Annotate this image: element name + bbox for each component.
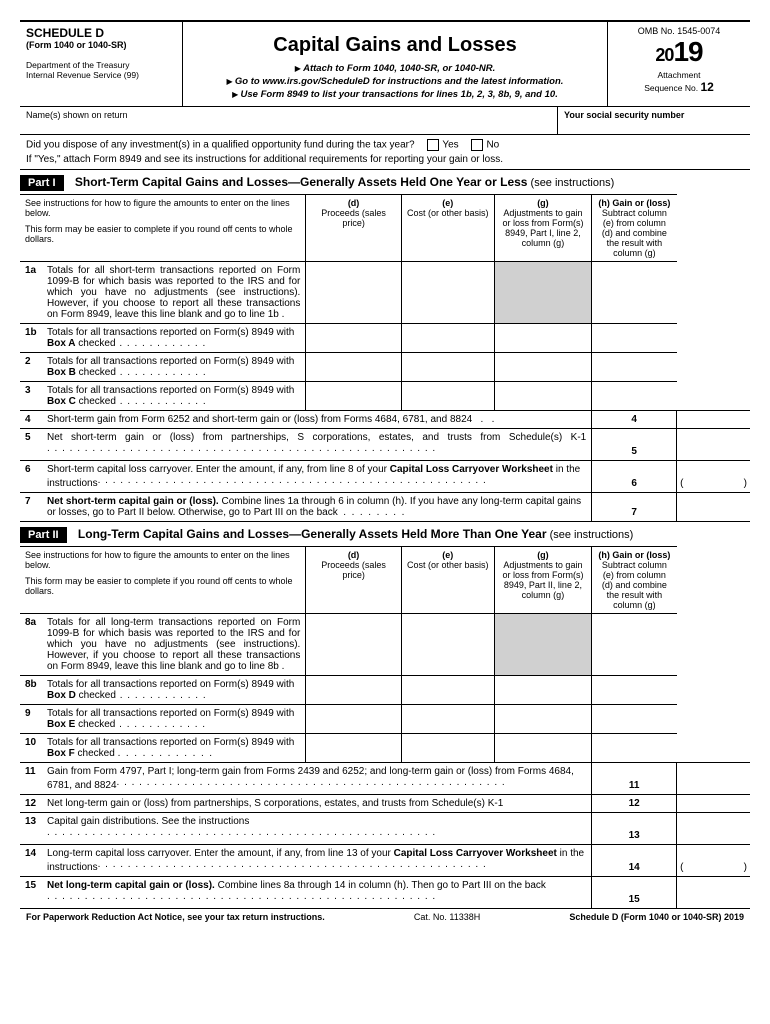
omb-number: OMB No. 1545-0074 [614,26,744,36]
part-1-table: See instructions for how to figure the a… [20,194,750,522]
line-15: 15Net long-term capital gain or (loss). … [20,877,750,909]
line-1a-h[interactable] [592,262,677,324]
no-label: No [486,140,499,151]
schedule-label: SCHEDULE D [26,26,176,40]
form-header: SCHEDULE D (Form 1040 or 1040-SR) Depart… [20,20,750,107]
line-4-amount[interactable] [677,411,750,429]
schedule-d-form: SCHEDULE D (Form 1040 or 1040-SR) Depart… [20,20,750,925]
question-text: Did you dispose of any investment(s) in … [26,140,415,151]
line-15-amount[interactable] [677,877,750,909]
line-5: 5Net short-term gain or (loss) from part… [20,429,750,461]
name-ssn-row: Name(s) shown on return Your social secu… [20,107,750,135]
line-3: 3Totals for all transactions reported on… [20,382,750,411]
line-11: 11Gain from Form 4797, Part I; long-term… [20,763,750,795]
instruction-url: Go to www.irs.gov/ScheduleD for instruct… [189,76,601,87]
part-2-header: Part II Long-Term Capital Gains and Loss… [20,522,750,546]
part-2-note: (see instructions) [547,529,634,541]
col-intro: See instructions for how to figure the a… [20,195,306,262]
line-11-amount[interactable] [677,763,750,795]
question-instruction: If "Yes," attach Form 8949 and see its i… [26,154,744,165]
instruction-attach: Attach to Form 1040, 1040-SR, or 1040-NR… [189,63,601,74]
col-g-header: (g)Adjustments to gain or loss from Form… [494,195,592,262]
line-10: 10Totals for all transactions reported o… [20,734,750,763]
part-1-note: (see instructions) [527,177,614,189]
footer-form-id: Schedule D (Form 1040 or 1040-SR) 2019 [569,912,744,922]
line-13: 13Capital gain distributions. See the in… [20,813,750,845]
checkbox-no[interactable] [471,139,483,151]
line-1a-d[interactable] [306,262,401,324]
footer-notice: For Paperwork Reduction Act Notice, see … [26,912,325,922]
tax-year: 2019 [614,36,744,68]
line-1a-e[interactable] [401,262,494,324]
part-1-header: Part I Short-Term Capital Gains and Loss… [20,170,750,194]
line-7: 7Net short-term capital gain or (loss). … [20,493,750,522]
col-d-header: (d)Proceeds (sales price) [306,195,401,262]
form-title: Capital Gains and Losses [189,34,601,57]
instruction-8949: Use Form 8949 to list your transactions … [189,89,601,100]
col-h-header-2: (h) Gain or (loss)Subtract column (e) fr… [592,547,677,614]
ssn-field[interactable]: Your social security number [558,107,750,134]
checkbox-yes[interactable] [427,139,439,151]
part-2-table: See instructions for how to figure the a… [20,546,750,908]
col-e-header-2: (e)Cost (or other basis) [401,547,494,614]
col-d-header-2: (d)Proceeds (sales price) [306,547,401,614]
col-e-header: (e)Cost (or other basis) [401,195,494,262]
line-14: 14Long-term capital loss carryover. Ente… [20,845,750,877]
part-2-badge: Part II [20,527,67,543]
part-1-title: Short-Term Capital Gains and Losses—Gene… [75,175,528,189]
line-1b: 1bTotals for all transactions reported o… [20,324,750,353]
col-intro-2: See instructions for how to figure the a… [20,547,306,614]
attachment-sequence: Attachment Sequence No. 12 [614,70,744,94]
line-9: 9Totals for all transactions reported on… [20,705,750,734]
names-field[interactable]: Name(s) shown on return [20,107,558,134]
line-6-amount[interactable] [677,461,750,493]
line-2: 2Totals for all transactions reported on… [20,353,750,382]
footer-catalog: Cat. No. 11338H [414,912,480,922]
line-1a-g-shaded [494,262,592,324]
col-h-header: (h) Gain or (loss)Subtract column (e) fr… [592,195,677,262]
line-6: 6Short-term capital loss carryover. Ente… [20,461,750,493]
line-7-amount[interactable] [677,493,750,522]
form-footer: For Paperwork Reduction Act Notice, see … [20,908,750,925]
line-5-amount[interactable] [677,429,750,461]
line-4: 4Short-term gain from Form 6252 and shor… [20,411,750,429]
yes-label: Yes [442,140,458,151]
line-12: 12Net long-term gain or (loss) from part… [20,795,750,813]
line-8b: 8bTotals for all transactions reported o… [20,676,750,705]
part-2-title: Long-Term Capital Gains and Losses—Gener… [78,527,547,541]
dept-line1: Department of the Treasury [26,60,176,70]
dept-line2: Internal Revenue Service (99) [26,70,176,80]
col-g-header-2: (g)Adjustments to gain or loss from Form… [494,547,592,614]
line-8a: 8aTotals for all long-term transactions … [20,614,750,676]
line-13-amount[interactable] [677,813,750,845]
line-1a: 1aTotals for all short-term transactions… [20,262,750,324]
opportunity-fund-question: Did you dispose of any investment(s) in … [20,135,750,170]
line-12-amount[interactable] [677,795,750,813]
line-14-amount[interactable] [677,845,750,877]
form-reference: (Form 1040 or 1040-SR) [26,40,176,50]
part-1-badge: Part I [20,175,64,191]
